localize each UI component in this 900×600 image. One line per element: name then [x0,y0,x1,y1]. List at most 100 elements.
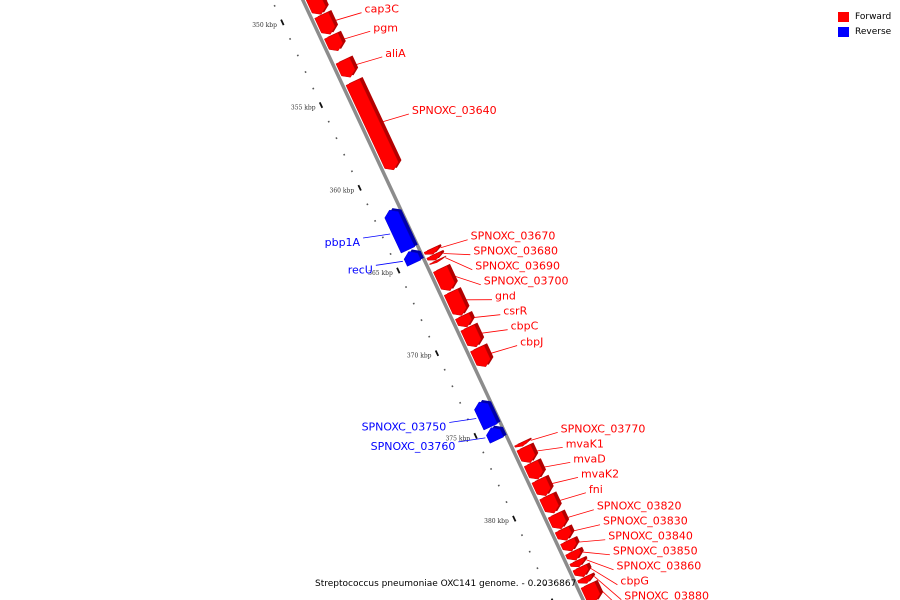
gene-feature[interactable] [560,537,577,552]
tick-label: 380 kbp [484,518,509,525]
minor-tick [536,567,539,570]
minor-tick [343,153,346,156]
label-leader [558,492,587,502]
label-leader [375,260,403,266]
gene-feature[interactable] [443,288,467,316]
gene-feature[interactable] [305,0,327,15]
tick-layer: 350 kbp 355 kbp 360 kbp 365 kbp 370 kbp 375 k… [252,4,554,600]
gene-feature[interactable] [460,324,482,348]
gene-label[interactable]: cbpJ [520,336,543,349]
gene-label[interactable]: SPNOXC_03770 [561,422,646,435]
gene-feature[interactable] [516,444,536,463]
gene-label[interactable]: SPNOXC_03640 [412,104,497,117]
label-leader [334,12,362,22]
gene-feature[interactable] [580,581,601,600]
map-caption: Streptococcus pneumoniae OXC141 genome. … [315,579,577,589]
gene-feature[interactable] [384,209,416,254]
gene-feature[interactable] [403,251,422,267]
minor-tick [544,583,547,586]
major-tick [434,350,440,357]
gene-feature[interactable] [314,11,336,35]
gene-label[interactable]: fni [589,483,603,496]
gene-feature[interactable] [569,557,585,568]
gene-label[interactable]: SPNOXC_03760 [371,440,456,453]
gene-feature[interactable] [426,251,442,261]
gene-feature[interactable] [486,427,504,444]
gene-label[interactable]: pbp1A [325,236,361,249]
label-leader [458,437,486,443]
gene-label[interactable]: SPNOXC_03690 [475,260,560,273]
gene-label[interactable]: recU [348,263,373,276]
gene-label[interactable]: mvaK2 [581,467,619,480]
label-leader [550,477,579,485]
gene-feature[interactable] [324,32,344,52]
gene-label[interactable]: aliA [385,47,406,60]
label-leader [599,588,613,600]
gene-label[interactable]: cbpG [620,575,649,588]
minor-tick [389,252,392,256]
tick-label: 360 kbp [330,187,355,194]
gene-feature[interactable] [572,564,589,578]
tick-label: 355 kbp [291,105,316,112]
strand-legend: Forward Reverse [838,9,891,39]
label-leader [578,539,606,543]
tick-label: 365 kbp [368,270,393,277]
label-leader [343,30,371,40]
gene-feature[interactable] [429,257,444,265]
gene-feature[interactable] [514,439,530,448]
minor-tick [428,335,431,338]
minor-tick [490,467,493,471]
minor-tick [528,550,531,553]
gene-label[interactable]: SPNOXC_03680 [473,245,558,258]
minor-tick [327,120,330,123]
minor-tick [443,368,446,371]
gene-label[interactable]: cbpC [511,320,539,333]
minor-tick [335,137,338,140]
gene-label[interactable]: SPNOXC_03670 [471,230,556,243]
minor-tick [366,203,369,206]
gene-label[interactable]: SPNOXC_03830 [603,515,688,528]
legend-item-reverse: Reverse [838,24,891,39]
label-leader [543,462,571,468]
tick-label: 370 kbp [407,353,432,360]
gene-feature[interactable] [335,57,356,78]
gene-feature[interactable] [531,476,552,496]
gene-label[interactable]: csrR [503,305,527,318]
gene-label[interactable]: pgm [373,21,398,34]
gene-label[interactable]: SPNOXC_03880 [624,590,709,600]
gene-label[interactable]: SPNOXC_03850 [613,545,698,558]
gene-feature[interactable] [470,344,491,367]
label-leader-layer [324,0,622,600]
gene-feature[interactable] [474,401,498,431]
label-leader [535,447,563,452]
gene-feature[interactable] [433,265,456,291]
label-leader [473,314,501,318]
label-leader [449,418,477,423]
gene-label[interactable]: SPNOXC_03840 [608,530,693,543]
gene-feature[interactable] [455,312,473,328]
gene-label[interactable]: SPNOXC_03820 [597,500,682,513]
gene-label[interactable]: SPNOXC_03750 [362,420,447,433]
gene-feature[interactable] [523,459,544,480]
gene-feature[interactable] [547,511,567,530]
gene-label[interactable]: cap3C [365,3,400,16]
gene-label[interactable]: mvaK1 [566,437,604,450]
label-leader [582,551,610,556]
minor-tick [350,170,353,173]
minor-tick [296,54,299,57]
minor-tick [404,285,408,289]
gene-label[interactable]: mvaD [573,452,605,465]
minor-tick [289,37,292,40]
label-leader [572,524,601,532]
gene-feature[interactable] [554,526,572,541]
gene-label[interactable]: SPNOXC_03860 [617,560,702,573]
minor-tick [312,87,315,90]
gene-feature[interactable] [423,245,439,255]
gene-feature[interactable] [345,78,399,171]
gene-feature[interactable] [539,493,560,514]
label-leader [381,113,410,123]
gene-label[interactable]: SPNOXC_03700 [484,275,569,288]
gene-label[interactable]: gnd [495,290,516,303]
gene-feature[interactable] [577,574,593,584]
gene-feature[interactable] [565,548,582,561]
